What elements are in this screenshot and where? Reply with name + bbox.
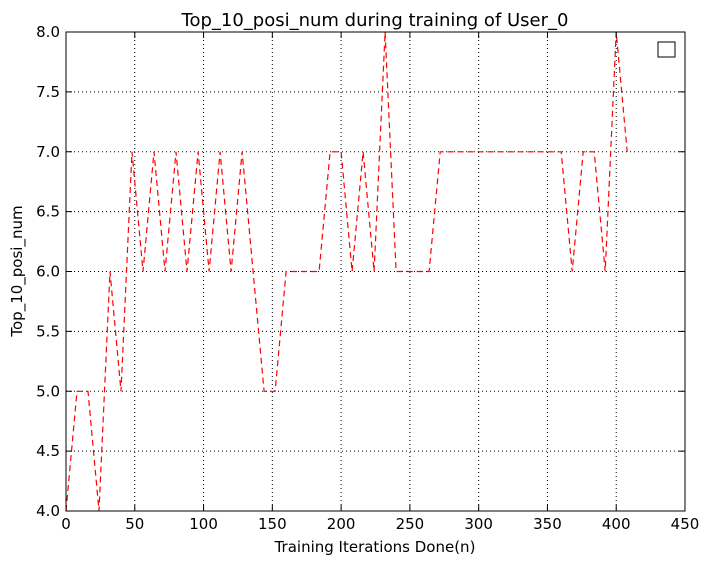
x-tick-label: 350	[533, 515, 562, 533]
chart-title: Top_10_posi_num during training of User_…	[181, 10, 569, 31]
y-tick-label: 4.5	[36, 442, 60, 460]
y-tick-label: 5.5	[36, 322, 60, 340]
x-tick-label: 450	[671, 515, 700, 533]
x-tick-label: 0	[61, 515, 71, 533]
y-tick-label: 6.5	[36, 203, 60, 221]
x-tick-label: 250	[396, 515, 425, 533]
y-tick-label: 8.0	[36, 23, 60, 41]
ticks: 0 50 100 150 200 250 300 350 400 450 4.0 4.5 5.0 5.5 6…	[36, 23, 699, 533]
x-tick-label: 200	[327, 515, 356, 533]
x-tick-label: 100	[189, 515, 218, 533]
x-tick-label: 300	[464, 515, 493, 533]
x-tick-label: 50	[125, 515, 144, 533]
legend-box	[657, 41, 676, 58]
y-tick-label: 4.0	[36, 502, 60, 520]
grid	[66, 32, 685, 511]
x-axis-label: Training Iterations Done(n)	[274, 538, 476, 556]
x-tick-label: 400	[602, 515, 631, 533]
y-tick-label: 6.0	[36, 263, 60, 281]
y-tick-label: 7.0	[36, 143, 60, 161]
x-tick-label: 150	[258, 515, 287, 533]
y-tick-label: 7.5	[36, 83, 60, 101]
series-line	[65, 31, 628, 512]
y-tick-label: 5.0	[36, 382, 60, 400]
y-axis-label: Top_10_posi_num	[8, 205, 27, 337]
series-layer	[65, 31, 628, 512]
